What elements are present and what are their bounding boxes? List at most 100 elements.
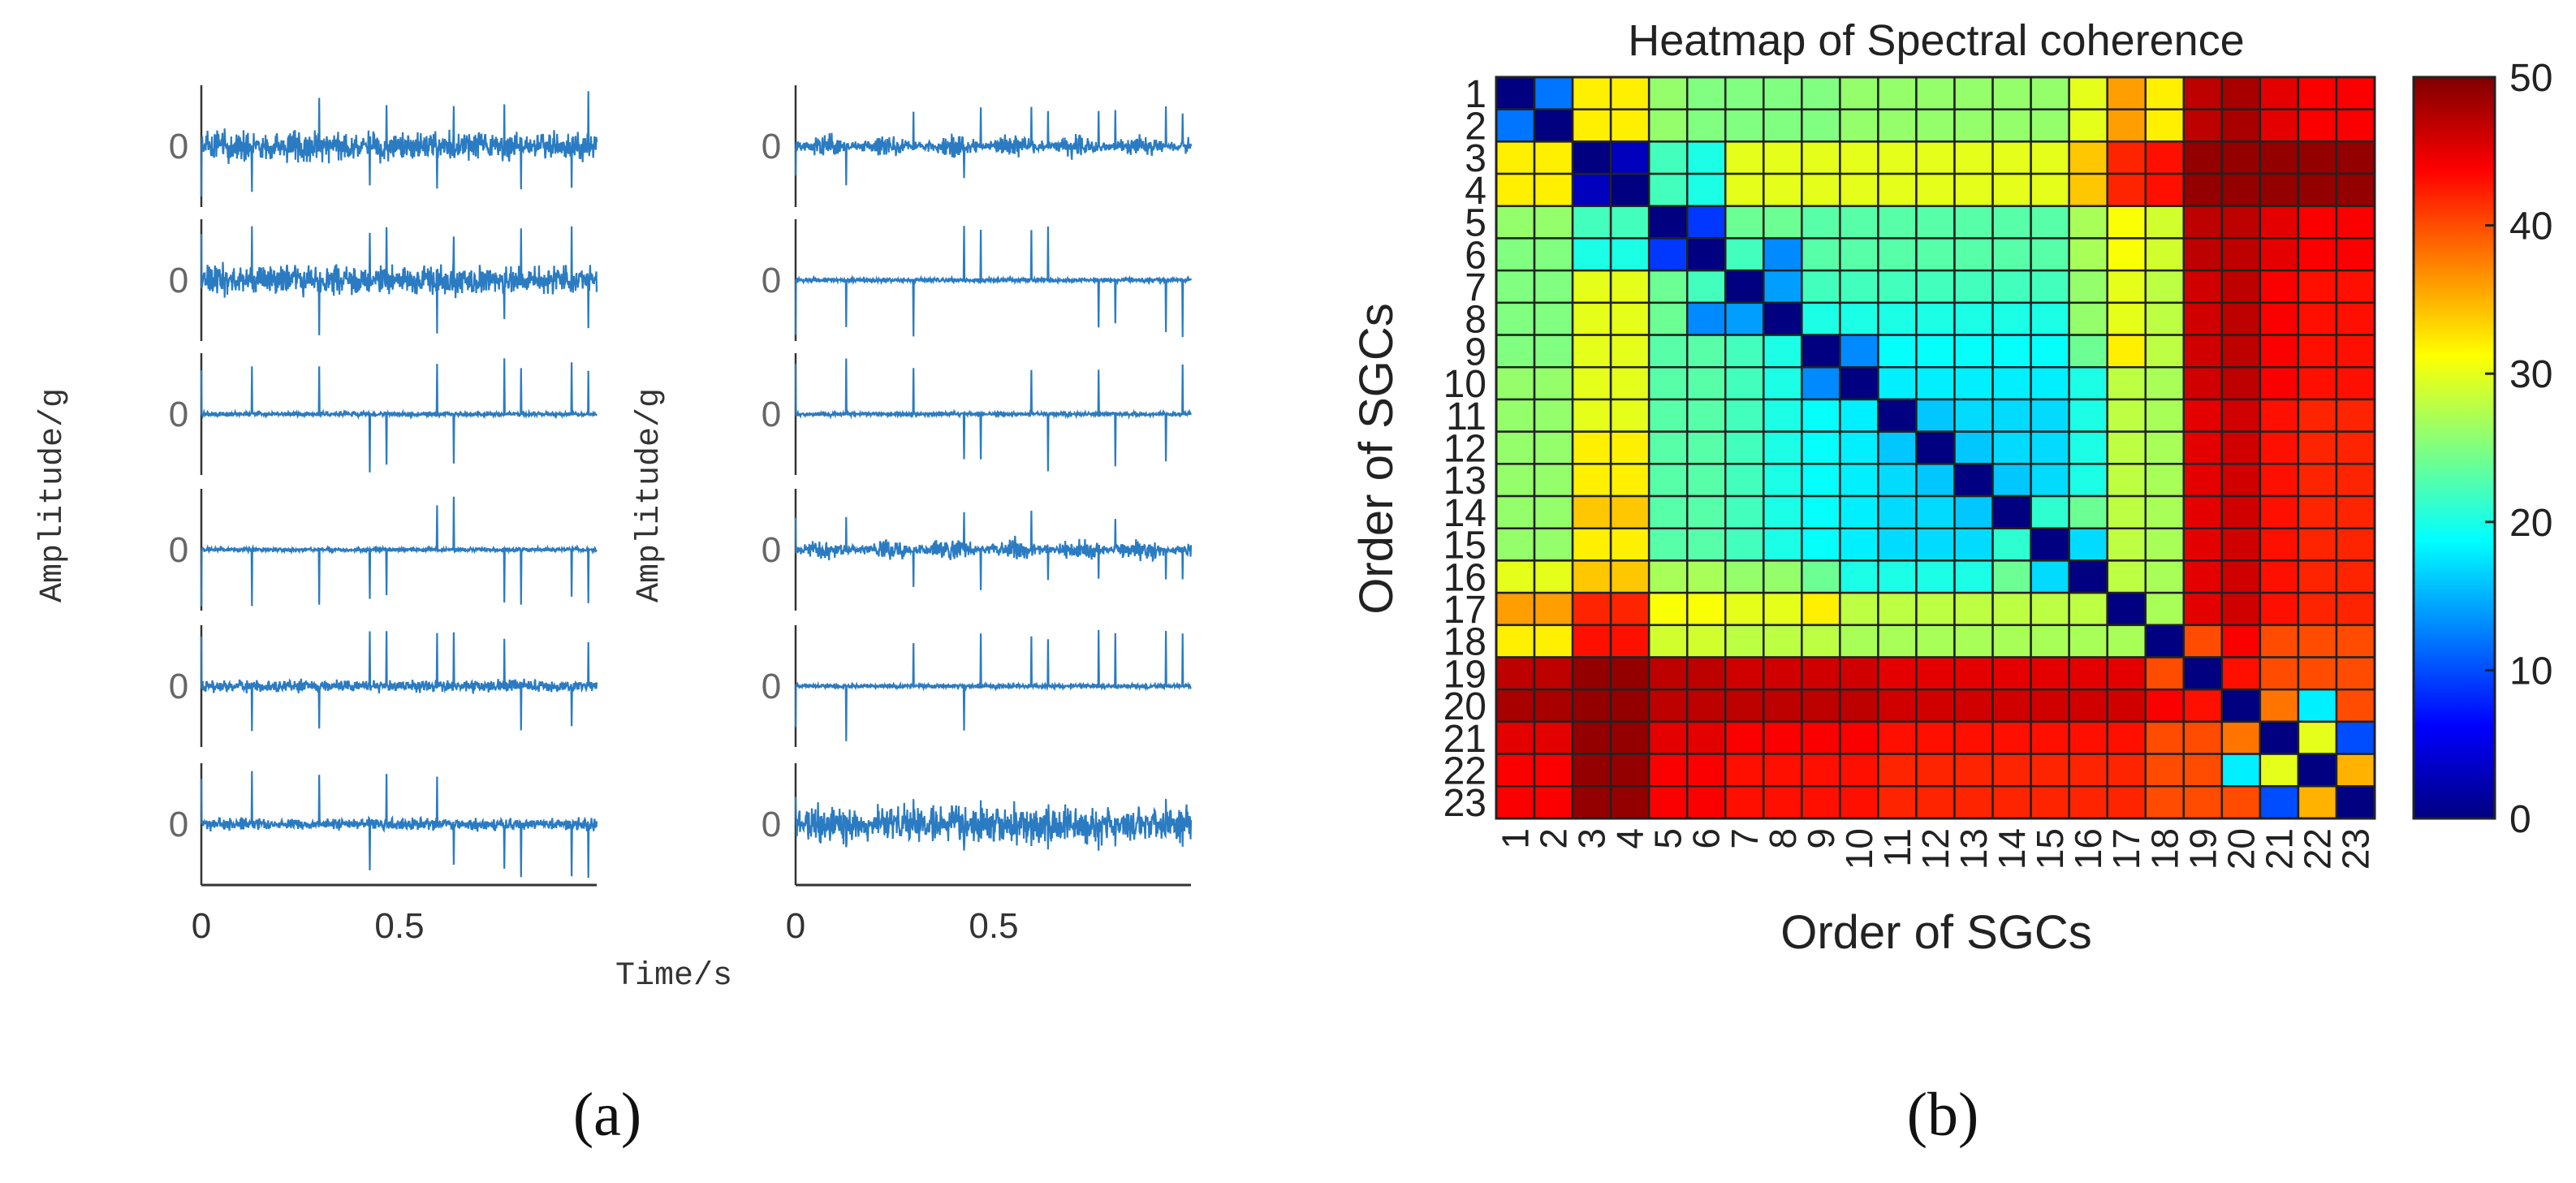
heatmap-cell bbox=[2259, 205, 2300, 240]
heatmap-cell bbox=[1647, 527, 1689, 562]
panel-label-b: (b) bbox=[1907, 1081, 1979, 1149]
heatmap-cell bbox=[1685, 398, 1727, 433]
heatmap-cell bbox=[2182, 688, 2224, 723]
heatmap-cell bbox=[1724, 334, 1765, 369]
heatmap-cell bbox=[1647, 688, 1689, 723]
heatmap-cell bbox=[2259, 591, 2300, 627]
heatmap-cell bbox=[2030, 559, 2070, 594]
heatmap-cell bbox=[1724, 205, 1765, 240]
heatmap-cell bbox=[1647, 140, 1689, 175]
heatmap-cell bbox=[2106, 656, 2147, 691]
heatmap-cell bbox=[1724, 269, 1765, 304]
y-axis-label-right: Amplitude/g bbox=[632, 388, 668, 602]
heatmap-cell bbox=[1991, 108, 2032, 143]
heatmap-cell bbox=[2068, 398, 2108, 433]
heatmap-cell bbox=[2030, 108, 2070, 143]
heatmap-cell bbox=[1763, 108, 1803, 143]
heatmap-cell bbox=[2106, 624, 2147, 658]
heatmap-cell bbox=[1953, 463, 1994, 498]
heatmap-cell bbox=[1763, 172, 1803, 208]
heatmap-title: Heatmap of Spectral coherence bbox=[1628, 16, 2244, 65]
x-tick-right-0.5: 0.5 bbox=[969, 906, 1018, 946]
heatmap-cell bbox=[1647, 785, 1689, 820]
heatmap-col-label: 4 bbox=[1609, 828, 1651, 849]
heatmap-cell bbox=[1991, 237, 2032, 272]
heatmap-cell bbox=[2144, 591, 2186, 627]
heatmap-col-label: 18 bbox=[2143, 828, 2186, 870]
heatmap-cell bbox=[2144, 753, 2186, 788]
heatmap-cell bbox=[1571, 688, 1612, 723]
heatmap-cell bbox=[2297, 463, 2338, 498]
heatmap-cell bbox=[1763, 430, 1803, 465]
heatmap-cell bbox=[1495, 656, 1536, 691]
heatmap-cell bbox=[1763, 366, 1803, 401]
heatmap-cell bbox=[1915, 334, 1956, 369]
waveform-row bbox=[200, 219, 598, 341]
heatmap-cell bbox=[2106, 785, 2147, 820]
heatmap-cell bbox=[2068, 753, 2108, 788]
heatmap-cell bbox=[2106, 720, 2147, 755]
heatmap-cell bbox=[1685, 656, 1727, 691]
heatmap-cell bbox=[1953, 559, 1994, 594]
heatmap-cell bbox=[1801, 688, 1841, 723]
heatmap-cell bbox=[2030, 785, 2070, 820]
heatmap-cell bbox=[2335, 753, 2376, 788]
heatmap-cell bbox=[1685, 334, 1727, 369]
heatmap-cell bbox=[1801, 205, 1841, 240]
heatmap-cell bbox=[1877, 108, 1918, 143]
heatmap-cell bbox=[2182, 366, 2224, 401]
heatmap-cell bbox=[1877, 430, 1918, 465]
heatmap-cell bbox=[2297, 720, 2338, 755]
heatmap-cell bbox=[2259, 366, 2300, 401]
heatmap-cell bbox=[2068, 205, 2108, 240]
heatmap-cell bbox=[2068, 785, 2108, 820]
heatmap-col-label: 7 bbox=[1724, 828, 1766, 849]
heatmap-cell bbox=[1839, 656, 1879, 691]
heatmap-cell bbox=[2335, 688, 2376, 723]
waveform-row bbox=[794, 85, 1193, 207]
heatmap-cell bbox=[2106, 334, 2147, 369]
zero-tick-label: 0 bbox=[762, 667, 781, 706]
heatmap-cell bbox=[1724, 591, 1765, 627]
heatmap-cell bbox=[2030, 527, 2070, 562]
heatmap-cell bbox=[1915, 753, 1956, 788]
heatmap-cell bbox=[2335, 334, 2376, 369]
heatmap-cell bbox=[1685, 108, 1727, 143]
heatmap-cell bbox=[2144, 301, 2186, 336]
heatmap-cell bbox=[1877, 334, 1918, 369]
heatmap-cell bbox=[1877, 720, 1918, 755]
waveform-trace bbox=[200, 358, 598, 473]
heatmap-cell bbox=[1609, 301, 1650, 336]
waveform-row bbox=[200, 85, 598, 207]
heatmap-cell bbox=[2144, 269, 2186, 304]
heatmap-cell bbox=[2297, 430, 2338, 465]
heatmap-cell bbox=[1533, 366, 1574, 401]
heatmap-cell bbox=[1763, 591, 1803, 627]
heatmap-cell bbox=[1533, 205, 1574, 240]
heatmap-cell bbox=[2220, 76, 2262, 110]
heatmap-cell bbox=[1877, 398, 1918, 433]
heatmap-cell bbox=[1495, 140, 1536, 175]
heatmap-cell bbox=[2144, 688, 2186, 723]
heatmap-cell bbox=[1801, 430, 1841, 465]
heatmap-cell bbox=[2182, 753, 2224, 788]
heatmap-cell bbox=[2144, 624, 2186, 658]
heatmap-cell bbox=[1495, 334, 1536, 369]
heatmap-cell bbox=[1991, 430, 2032, 465]
heatmap-cell bbox=[1763, 656, 1803, 691]
heatmap-row-label: 22 bbox=[1443, 750, 1486, 793]
heatmap-cell bbox=[1495, 301, 1536, 336]
heatmap-cell bbox=[2068, 720, 2108, 755]
heatmap-cell bbox=[1953, 624, 1994, 658]
heatmap-cell bbox=[2335, 430, 2376, 465]
heatmap-row-label: 4 bbox=[1465, 170, 1486, 213]
heatmap-cell bbox=[1953, 656, 1994, 691]
heatmap-cell bbox=[1953, 527, 1994, 562]
heatmap-cell bbox=[2106, 559, 2147, 594]
heatmap-cell bbox=[1685, 172, 1727, 208]
panel-a-waveforms: 0 0 0 0 0 0 0 0 0 0 0 0 0 0.5 0 0.5 Amplitude/g Am… bbox=[35, 85, 1193, 1149]
heatmap-cell bbox=[2182, 559, 2224, 594]
heatmap-cell bbox=[1571, 237, 1612, 272]
heatmap-cell bbox=[2030, 172, 2070, 208]
heatmap-cell bbox=[1991, 205, 2032, 240]
